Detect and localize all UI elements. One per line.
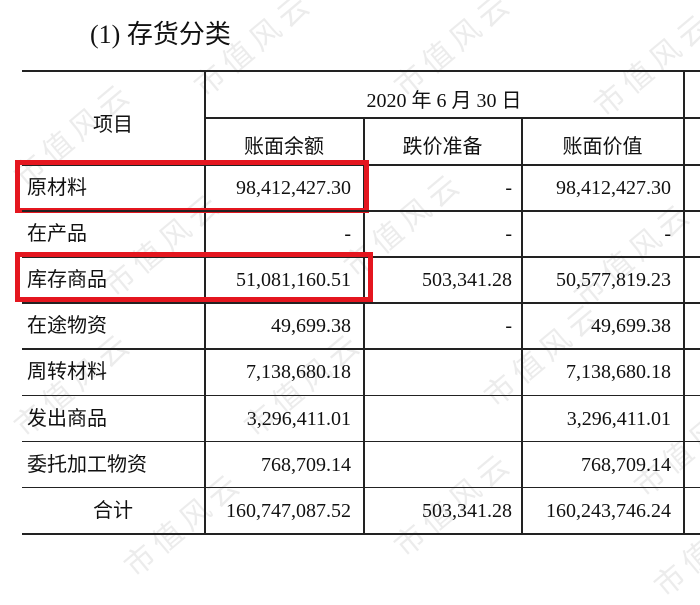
- row-balance: 3,296,411.01: [246, 407, 351, 430]
- row-balance: 7,138,680.18: [246, 361, 351, 384]
- table-top-rule: [22, 70, 700, 72]
- column-header-provision: 跌价准备: [402, 136, 483, 158]
- column-header-balance: 账面余额: [244, 136, 324, 158]
- total-book-value: 160,243,746.24: [546, 499, 671, 522]
- row-provision: [364, 396, 512, 442]
- row-balance: 768,709.14: [261, 453, 351, 476]
- section-title: (1) 存货分类: [90, 20, 231, 49]
- row-book-value: 7,138,680.18: [566, 361, 671, 384]
- row-divider: [22, 210, 700, 212]
- row-divider: [22, 486, 700, 489]
- row-provision: -: [505, 223, 512, 246]
- row-item-label: 周转材料: [27, 361, 107, 384]
- row-provision: [364, 442, 512, 488]
- row-item-label: 发出商品: [27, 407, 107, 430]
- row-item-label: 在途物资: [27, 315, 107, 338]
- row-provision: -: [505, 315, 512, 338]
- highlight-box: [15, 252, 373, 303]
- column-header-book-value: 账面价值: [562, 136, 643, 158]
- row-book-value: 49,699.38: [591, 315, 671, 338]
- row-balance: -: [344, 223, 351, 246]
- row-divider: [22, 440, 700, 443]
- total-item-label: 合计: [93, 499, 133, 522]
- row-balance: 98,412,427.30: [236, 177, 351, 199]
- highlight-box: [15, 160, 369, 213]
- row-book-value: 768,709.14: [581, 453, 671, 476]
- row-book-value: 3,296,411.01: [566, 407, 671, 430]
- row-divider: [22, 302, 700, 304]
- row-book-value: -: [664, 223, 671, 246]
- column-divider: [363, 118, 365, 534]
- column-divider: [521, 118, 523, 534]
- item-header: 项目: [93, 114, 133, 136]
- row-item-label: 原材料: [27, 177, 87, 199]
- row-book-value: 50,577,819.23: [556, 269, 671, 292]
- row-divider: [22, 394, 700, 396]
- row-balance: 49,699.38: [271, 315, 351, 338]
- row-item-label: 在产品: [27, 223, 87, 246]
- total-balance: 160,747,087.52: [226, 499, 351, 522]
- period-header: 2020 年 6 月 30 日: [366, 90, 522, 112]
- row-provision: -: [505, 177, 512, 199]
- table-bottom-rule: [22, 533, 700, 535]
- row-provision: 503,341.28: [422, 269, 512, 292]
- header-divider: [205, 117, 700, 119]
- row-balance: 51,081,160.51: [236, 269, 351, 292]
- row-provision: [364, 349, 512, 395]
- row-divider: [22, 348, 700, 350]
- total-provision: 503,341.28: [422, 499, 512, 522]
- row-item-label: 委托加工物资: [27, 453, 147, 476]
- row-item-label: 库存商品: [27, 269, 107, 292]
- row-book-value: 98,412,427.30: [556, 177, 671, 199]
